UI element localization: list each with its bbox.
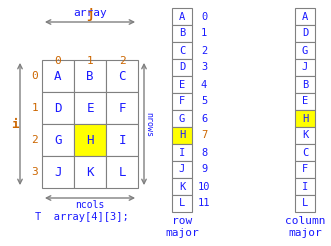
Bar	[42, 124, 74, 156]
Text: D: D	[179, 62, 185, 73]
Text: F: F	[179, 96, 185, 107]
Text: H: H	[86, 134, 94, 147]
Text: E: E	[86, 102, 94, 114]
Bar	[172, 178, 192, 195]
Text: 3: 3	[31, 167, 38, 177]
Text: B: B	[179, 29, 185, 39]
Text: D: D	[302, 29, 308, 39]
Text: 2: 2	[31, 135, 38, 145]
Bar	[172, 25, 192, 42]
Text: i: i	[12, 118, 19, 130]
Text: G: G	[54, 134, 62, 147]
Text: 4: 4	[201, 79, 207, 90]
Text: ncols: ncols	[75, 200, 105, 210]
Text: nrows: nrows	[145, 111, 154, 137]
Bar	[295, 25, 315, 42]
Text: A: A	[179, 12, 185, 21]
Bar	[106, 156, 138, 188]
Bar	[295, 110, 315, 127]
Bar	[172, 42, 192, 59]
Bar	[74, 124, 106, 156]
Bar	[172, 76, 192, 93]
Text: row
major: row major	[165, 216, 199, 238]
Text: 1: 1	[87, 56, 93, 66]
Bar	[42, 92, 74, 124]
Bar	[106, 60, 138, 92]
Text: 0: 0	[31, 71, 38, 81]
Bar	[106, 92, 138, 124]
Text: H: H	[179, 130, 185, 140]
Bar	[172, 161, 192, 178]
Text: J: J	[179, 165, 185, 174]
Text: K: K	[302, 130, 308, 140]
Text: E: E	[302, 96, 308, 107]
Bar	[172, 195, 192, 212]
Bar	[42, 156, 74, 188]
Text: 7: 7	[201, 130, 207, 140]
Bar	[172, 110, 192, 127]
Text: 2: 2	[118, 56, 125, 66]
Text: 2: 2	[201, 46, 207, 56]
Text: J: J	[54, 166, 62, 179]
Text: I: I	[118, 134, 126, 147]
Bar	[295, 127, 315, 144]
Text: B: B	[302, 79, 308, 90]
Text: 6: 6	[201, 113, 207, 123]
Text: 5: 5	[201, 96, 207, 107]
Text: G: G	[179, 113, 185, 123]
Bar	[74, 92, 106, 124]
Bar	[295, 8, 315, 25]
Bar	[172, 8, 192, 25]
Bar	[74, 156, 106, 188]
Bar	[295, 59, 315, 76]
Bar	[295, 144, 315, 161]
Text: L: L	[302, 199, 308, 209]
Text: array: array	[73, 8, 107, 18]
Text: D: D	[54, 102, 62, 114]
Bar	[172, 144, 192, 161]
Bar	[42, 60, 74, 92]
Text: j: j	[86, 8, 94, 21]
Bar	[295, 161, 315, 178]
Text: K: K	[179, 182, 185, 191]
Text: I: I	[179, 148, 185, 157]
Text: H: H	[302, 113, 308, 123]
Text: I: I	[302, 182, 308, 191]
Text: 8: 8	[201, 148, 207, 157]
Text: L: L	[118, 166, 126, 179]
Text: C: C	[118, 70, 126, 82]
Text: 1: 1	[31, 103, 38, 113]
Text: column
major: column major	[285, 216, 325, 238]
Bar	[74, 60, 106, 92]
Text: 11: 11	[198, 199, 210, 209]
Bar	[172, 59, 192, 76]
Text: 0: 0	[55, 56, 61, 66]
Text: 3: 3	[201, 62, 207, 73]
Text: 0: 0	[201, 12, 207, 21]
Text: A: A	[54, 70, 62, 82]
Text: G: G	[302, 46, 308, 56]
Text: C: C	[179, 46, 185, 56]
Bar	[295, 42, 315, 59]
Bar	[295, 195, 315, 212]
Text: L: L	[179, 199, 185, 209]
Text: T  array[4][3];: T array[4][3];	[35, 212, 129, 222]
Bar	[295, 76, 315, 93]
Text: J: J	[302, 62, 308, 73]
Text: F: F	[302, 165, 308, 174]
Text: E: E	[179, 79, 185, 90]
Bar	[295, 178, 315, 195]
Bar	[106, 124, 138, 156]
Bar	[172, 127, 192, 144]
Text: 1: 1	[201, 29, 207, 39]
Text: 9: 9	[201, 165, 207, 174]
Text: C: C	[302, 148, 308, 157]
Text: A: A	[302, 12, 308, 21]
Text: B: B	[86, 70, 94, 82]
Text: 10: 10	[198, 182, 210, 191]
Bar	[295, 93, 315, 110]
Text: K: K	[86, 166, 94, 179]
Bar	[172, 93, 192, 110]
Text: F: F	[118, 102, 126, 114]
